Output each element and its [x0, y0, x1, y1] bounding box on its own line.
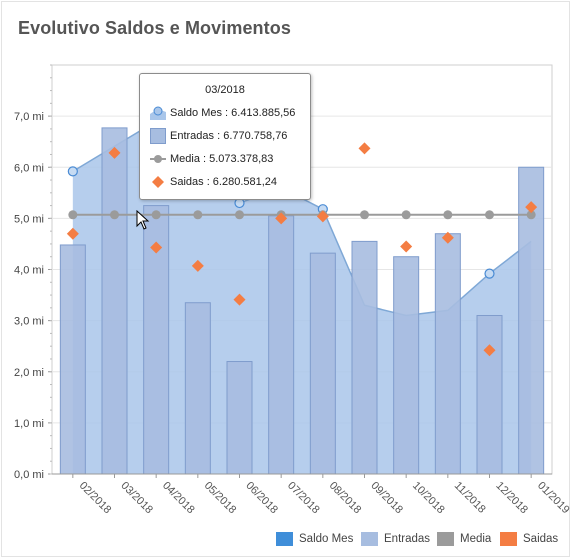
tooltip-saidas-text: Saidas : 6.280.581,24 [170, 176, 278, 188]
point-saidas [275, 212, 288, 225]
point-saldo-mes [484, 268, 495, 279]
point-media [68, 210, 78, 220]
point-saidas [525, 201, 538, 214]
chart-title: Evolutivo Saldos e Movimentos [18, 18, 291, 38]
x-tick-label: 12/2018 [493, 480, 530, 517]
y-tick-label: 3,0 mi [14, 316, 44, 328]
point-saidas [66, 227, 79, 240]
y-tick-label: 7,0 mi [14, 111, 44, 123]
legend-label-media: Media [460, 533, 492, 545]
point-saidas [150, 241, 163, 254]
legend-label-entradas: Entradas [384, 533, 431, 545]
bar-entradas [184, 302, 211, 475]
y-tick-label: 4,0 mi [14, 265, 44, 277]
legend-item-saldo-mes[interactable]: Saldo Mes [276, 532, 353, 546]
point-saidas [233, 293, 246, 306]
legend-swatch-saidas [500, 532, 517, 546]
tooltip-title: 03/2018 [205, 84, 245, 96]
legend-item-saidas[interactable]: Saidas [500, 532, 558, 546]
tooltip-row-media: Media : 5.073.378,83 [150, 151, 273, 167]
bar-entradas [309, 252, 336, 475]
bar-entradas [268, 215, 295, 475]
bar-entradas [101, 127, 128, 475]
x-tick-label: 06/2018 [243, 480, 280, 517]
bar-entradas [393, 256, 420, 475]
tooltip-media-text: Media : 5.073.378,83 [170, 153, 274, 165]
y-tick-label: 2,0 mi [14, 367, 44, 379]
chart-svg: 0,0 mi 1,0 mi 2,0 mi 3,0 mi 4,0 mi 5,0 mi 6,0 … [14, 64, 572, 517]
bar-entradas [434, 233, 461, 475]
point-media [360, 210, 369, 220]
x-tick-label: 11/2018 [452, 480, 488, 516]
legend-item-media[interactable]: Media [437, 532, 491, 546]
point-saidas [316, 210, 329, 223]
legend-swatch-media [437, 532, 454, 546]
tooltip-saldo-mes-text: Saldo Mes : 6.413.885,56 [170, 107, 296, 119]
point-media [151, 210, 161, 220]
point-saidas [441, 231, 454, 244]
tooltip-row-saidas: Saidas : 6.280.581,24 [150, 174, 277, 190]
point-saidas [191, 259, 204, 272]
x-tick-label: 09/2018 [368, 480, 405, 517]
x-tick-label: 07/2018 [285, 480, 322, 517]
media-icon [150, 151, 166, 167]
point-media [443, 210, 453, 220]
point-saldo-mes [67, 166, 78, 177]
legend-swatch-saldo-mes [276, 532, 293, 546]
tooltip-row-entradas: Entradas : 6.770.758,76 [150, 128, 287, 144]
y-tick-label: 1,0 mi [14, 418, 44, 430]
point-saidas [108, 146, 121, 159]
point-media [526, 210, 536, 220]
point-media [193, 210, 203, 220]
bar-entradas [226, 361, 253, 475]
point-media [485, 210, 494, 220]
bar-entradas [351, 240, 378, 475]
x-tick-label: 05/2018 [202, 480, 239, 517]
x-tick-label: 08/2018 [327, 480, 364, 517]
x-tick-label: 01/2019 [535, 480, 572, 517]
legend-label-saldo-mes: Saldo Mes [299, 533, 354, 545]
x-tick-label: 03/2018 [118, 480, 155, 517]
tooltip-row-saldo-mes: Saldo Mes : 6.413.885,56 [150, 105, 295, 121]
legend-label-saidas: Saidas [523, 533, 559, 545]
legend-item-entradas[interactable]: Entradas [361, 532, 430, 546]
x-tick-label: 10/2018 [410, 480, 447, 517]
tooltip-entradas-text: Entradas : 6.770.758,76 [170, 130, 288, 142]
y-tick-label: 0,0 mi [14, 469, 44, 481]
point-media [401, 210, 411, 220]
saldo-mes-icon [150, 105, 166, 121]
point-media [235, 210, 244, 220]
point-saidas [400, 240, 413, 253]
bar-entradas [476, 315, 503, 475]
saidas-icon [150, 174, 166, 190]
chart-tooltip: 03/2018 Saldo Mes : 6.413.885,56 Entrada… [139, 73, 311, 200]
y-tick-label: 5,0 mi [14, 213, 44, 225]
entradas-icon [150, 128, 166, 144]
point-saidas [358, 142, 371, 155]
x-tick-label: 04/2018 [160, 480, 197, 517]
point-media [110, 210, 119, 220]
mouse-cursor-icon [136, 209, 150, 235]
x-tick-label: 02/2018 [77, 480, 114, 517]
y-tick-label: 6,0 mi [14, 162, 44, 174]
legend-swatch-entradas [361, 532, 378, 546]
point-saidas [483, 344, 496, 357]
bar-entradas [59, 244, 86, 475]
